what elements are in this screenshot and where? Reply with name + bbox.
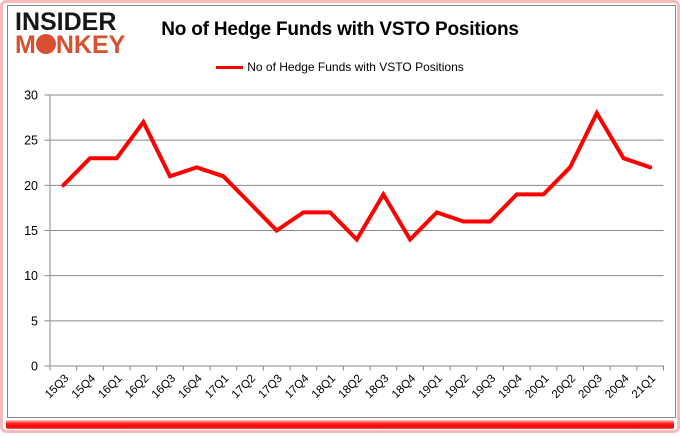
x-tick-label: 19Q3: [470, 373, 498, 401]
axis-labels: 0 5 10 15 20 25 30: [24, 89, 38, 374]
x-axis-labels: 15Q315Q416Q116Q216Q316Q417Q117Q217Q317Q4…: [43, 372, 658, 401]
insider-monkey-logo: INSIDER M NKEY: [15, 8, 126, 59]
x-tick-label: 20Q3: [577, 373, 605, 401]
x-tick-label: 20Q1: [523, 373, 551, 401]
chart-title: No of Hedge Funds with VSTO Positions: [161, 19, 519, 40]
legend-label: No of Hedge Funds with VSTO Positions: [247, 60, 464, 74]
logo-o-disc: [35, 34, 56, 54]
axis-ticks: [44, 94, 664, 371]
x-tick-label: 17Q2: [230, 373, 258, 401]
y-tick-label: 5: [31, 314, 38, 328]
x-tick-label: 16Q2: [123, 373, 151, 401]
y-tick-label: 25: [24, 134, 38, 148]
x-tick-label: 19Q2: [443, 373, 471, 401]
x-tick-label: 15Q3: [43, 373, 71, 401]
x-tick-label: 18Q3: [363, 373, 391, 401]
legend: No of Hedge Funds with VSTO Positions: [3, 60, 677, 74]
x-tick-label: 16Q4: [176, 372, 205, 401]
x-tick-label: 18Q2: [336, 373, 364, 401]
x-tick-label: 16Q3: [150, 373, 178, 401]
legend-line-swatch: [216, 65, 244, 69]
x-tick-label: 20Q2: [550, 373, 578, 401]
logo-monkey: M NKEY: [15, 31, 126, 59]
gridlines: [50, 94, 664, 367]
x-tick-label: 16Q1: [96, 373, 124, 401]
x-tick-label: 18Q1: [310, 373, 338, 401]
y-tick-label: 30: [24, 89, 38, 103]
x-tick-label: 17Q1: [203, 373, 231, 401]
bottom-red-bar: [6, 420, 674, 429]
x-tick-label: 21Q1: [630, 373, 658, 401]
logo-insider: INSIDER: [15, 8, 117, 36]
data-line-15Q3: [61, 108, 653, 243]
x-tick-label: 18Q4: [390, 372, 419, 401]
x-tick-label: 17Q4: [283, 372, 312, 401]
y-tick-label: 15: [24, 224, 38, 238]
line-chart: 0 5 10 15 20 25 30 15Q315Q416Q116Q216Q316Q417Q1…: [24, 89, 664, 401]
y-tick-label: 0: [31, 360, 38, 374]
x-tick-label: 20Q4: [603, 372, 632, 401]
y-tick-label: 10: [24, 269, 38, 283]
x-tick-label: 15Q4: [70, 372, 99, 401]
y-tick-label: 20: [24, 179, 38, 193]
x-tick-label: 19Q4: [497, 372, 526, 401]
x-tick-label: 19Q1: [417, 373, 445, 401]
x-tick-label: 17Q3: [256, 373, 284, 401]
